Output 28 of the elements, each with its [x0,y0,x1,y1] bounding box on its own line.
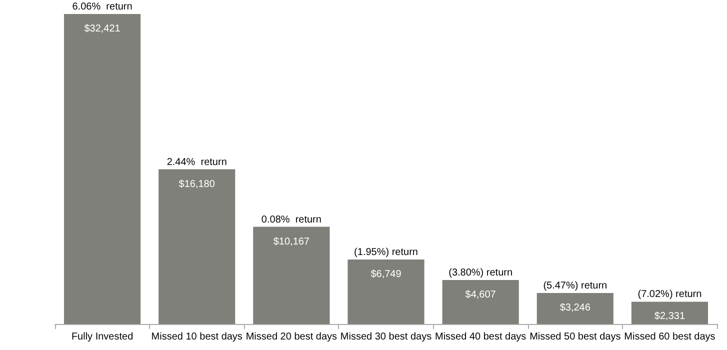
annotation: 2.44% return [166,156,227,168]
annotation: (1.95%) return [354,246,418,258]
data-label: $10,167 [273,236,310,248]
bar [442,280,519,324]
annotation: 0.08% return [261,214,322,226]
data-label: $6,749 [370,268,402,280]
x-tick-label: Missed 60 best days [624,332,716,342]
annotation: 6.06% return [72,2,132,12]
x-tick-label: Missed 40 best days [434,332,526,342]
bar [64,14,141,324]
bar [536,292,614,324]
x-tick-label: Missed 30 best days [340,332,432,342]
x-tick-label: Missed 20 best days [246,332,338,342]
bar [348,259,424,324]
data-label: $16,180 [178,178,216,190]
x-tick-label: Missed 50 best days [530,332,621,342]
bar [253,226,330,324]
bar [158,169,236,324]
bar [631,302,708,324]
data-label: $3,246 [560,302,591,314]
x-tick-label: Missed 10 best days [151,332,242,342]
x-tick-label: Fully Invested [71,332,134,342]
annotation: (3.80%) return [448,267,513,278]
annotation: (5.47%) return [543,280,608,292]
data-label: $4,607 [465,289,496,300]
data-label: $2,331 [654,311,686,322]
annotation: (7.02%) return [638,289,702,300]
data-label: $32,421 [84,24,121,34]
